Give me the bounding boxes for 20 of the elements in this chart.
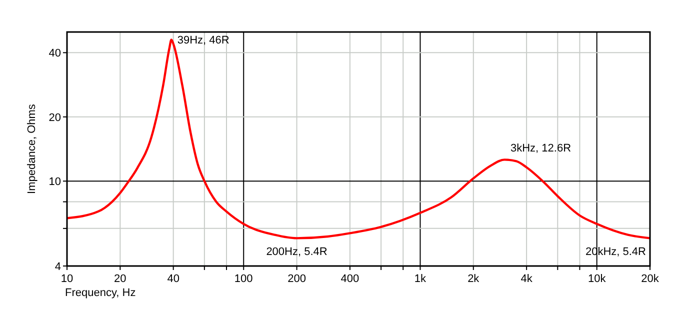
y-tick-label: 20 xyxy=(48,112,61,124)
x-tick-label: 1k xyxy=(414,273,427,285)
x-tick-label: 20 xyxy=(114,273,126,285)
y-tick-label: 4 xyxy=(54,261,61,273)
x-tick-label: 2k xyxy=(468,273,480,285)
x-tick-label: 200 xyxy=(288,273,306,285)
x-tick-label: 40 xyxy=(167,273,180,285)
x-tick-label: 100 xyxy=(234,273,253,285)
y-tick-label: 40 xyxy=(48,48,61,60)
x-tick-label: 10k xyxy=(588,273,606,285)
annotation: 200Hz, 5.4R xyxy=(266,246,328,258)
x-tick-label: 10 xyxy=(60,273,74,285)
y-tick-label: 10 xyxy=(48,176,61,188)
x-tick-label: 20k xyxy=(641,273,660,285)
x-axis-title: Frequency, Hz xyxy=(65,287,136,299)
annotation: 3kHz, 12.6R xyxy=(510,142,572,155)
annotation: 39Hz, 46R xyxy=(177,34,230,47)
y-axis-title: Impedance, Ohms xyxy=(26,104,38,194)
x-tick-label: 4k xyxy=(520,273,533,285)
x-tick-label: 400 xyxy=(340,273,360,285)
